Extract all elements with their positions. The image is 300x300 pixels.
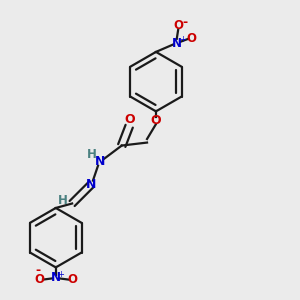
Text: O: O — [173, 19, 183, 32]
Text: N: N — [172, 37, 182, 50]
Text: N: N — [86, 178, 97, 191]
Text: O: O — [151, 114, 161, 127]
Text: H: H — [58, 194, 68, 207]
Text: +: + — [179, 35, 185, 44]
Text: +: + — [57, 270, 64, 279]
Text: O: O — [34, 273, 44, 286]
Text: -: - — [182, 16, 187, 29]
Text: O: O — [186, 32, 196, 45]
Text: N: N — [95, 155, 106, 168]
Text: N: N — [51, 271, 61, 284]
Text: -: - — [35, 264, 40, 277]
Text: O: O — [67, 273, 77, 286]
Text: O: O — [124, 113, 135, 126]
Text: H: H — [86, 148, 96, 161]
